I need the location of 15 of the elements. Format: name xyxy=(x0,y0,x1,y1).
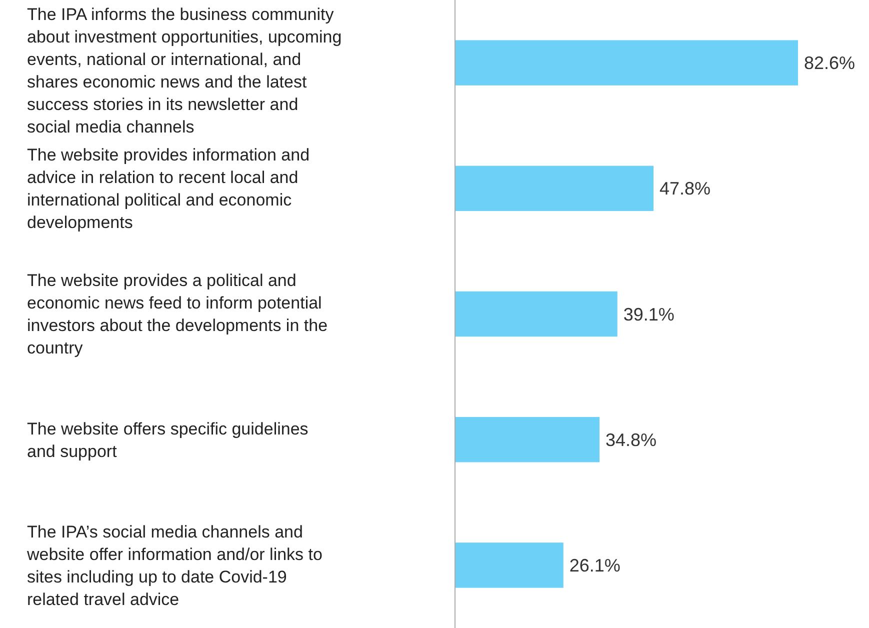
y-tick-label: The website provides a political and economic news feed to inform potential investors about the developments in the country xyxy=(27,271,328,358)
y-tick-label: The website provides information and advice in relation to recent local and international political and economic developments xyxy=(27,146,310,232)
data-label: 82.6% xyxy=(804,53,856,74)
y-tick-label: The IPA’s social media channels and website offer information and/or links to sites including up to date Covid-19 related travel advice xyxy=(26,522,322,609)
bar xyxy=(455,40,798,86)
bar xyxy=(455,291,618,337)
bar xyxy=(455,166,654,212)
data-label: 34.8% xyxy=(606,430,657,450)
data-label: 26.1% xyxy=(569,556,620,576)
data-label: 47.8% xyxy=(659,178,711,199)
bar xyxy=(455,416,600,462)
y-tick-label: The website offers specific guidelines and support xyxy=(27,419,308,461)
data-label: 39.1% xyxy=(623,304,674,324)
y-tick-label: The IPA informs the business community about investment opportunities, upcoming events, national or international, and shares economic news and the latest success stories in its newsletter and social media channels xyxy=(27,4,342,136)
bar xyxy=(455,542,564,588)
